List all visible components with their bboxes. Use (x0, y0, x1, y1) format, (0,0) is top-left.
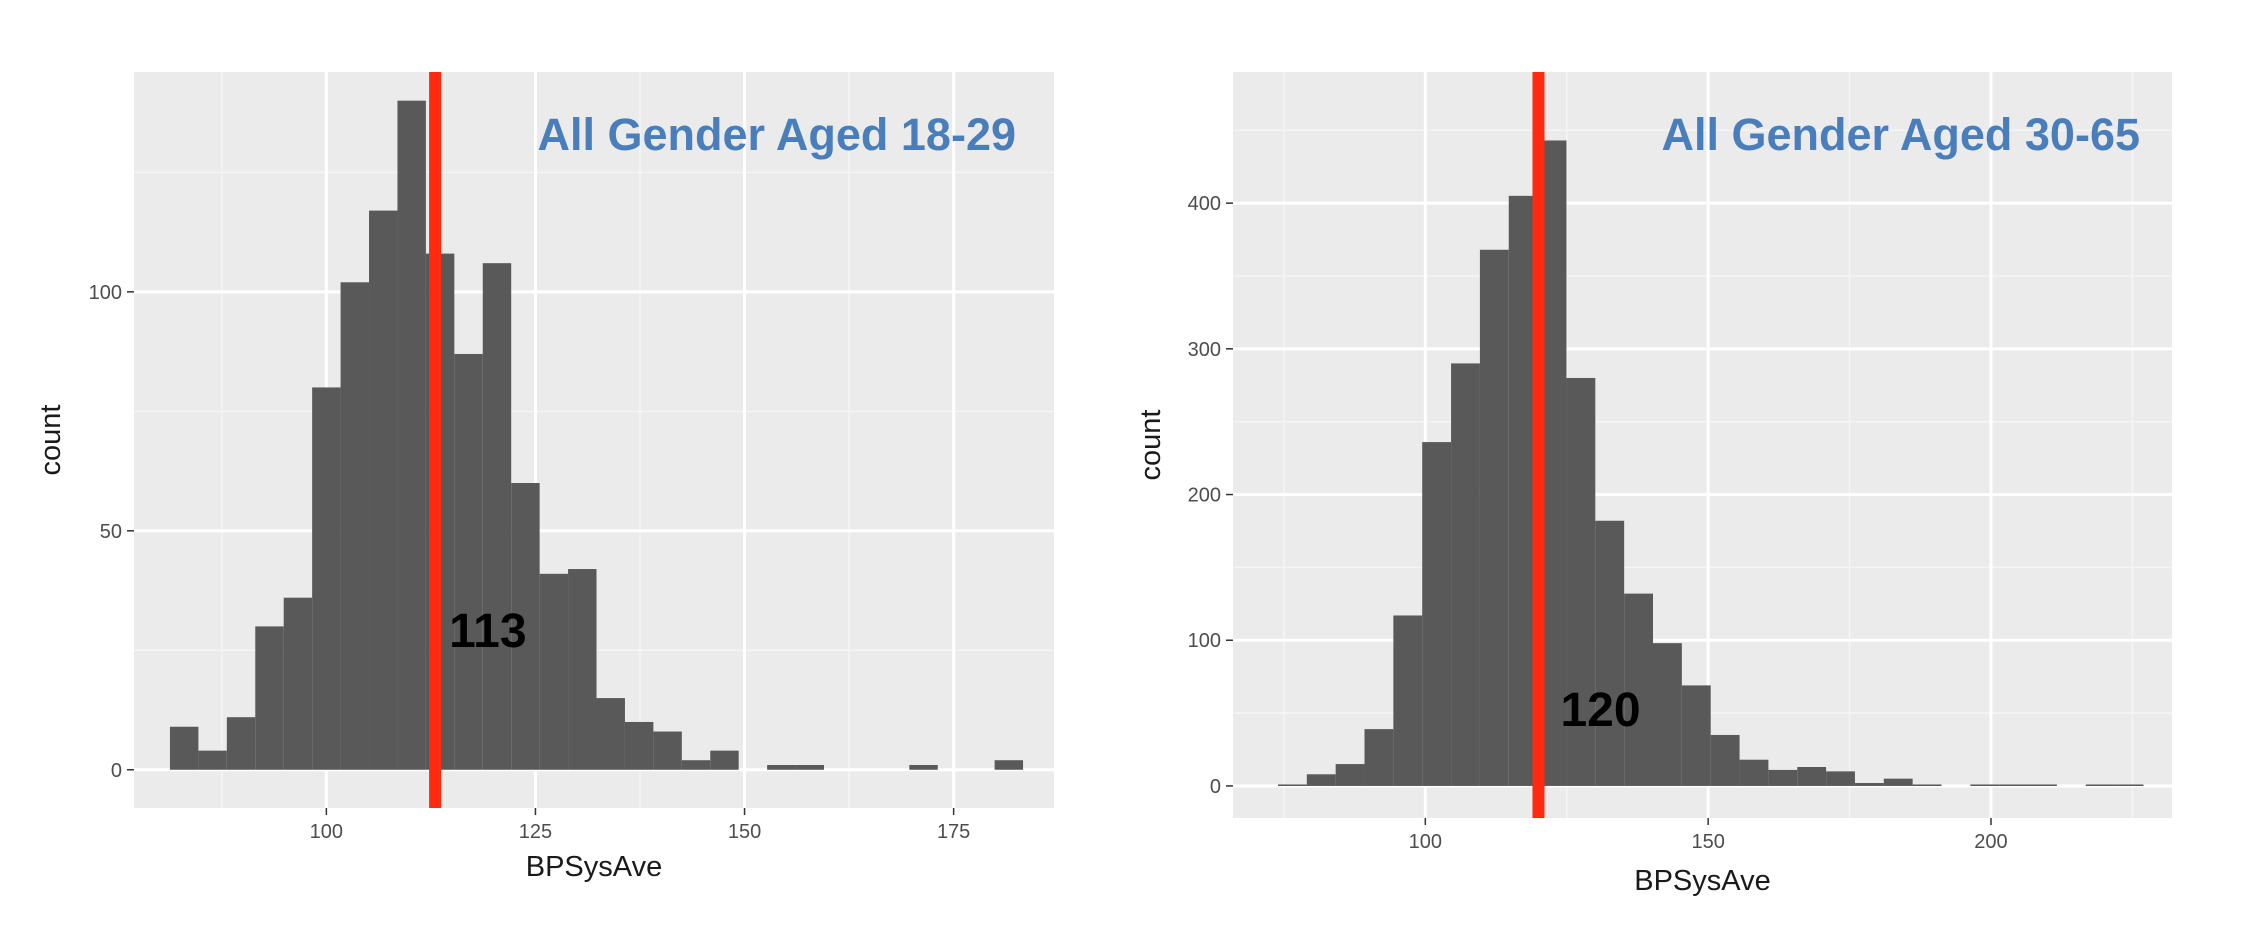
y-tick-label: 100 (1188, 630, 1221, 652)
histogram-panel-right: 120 All Gender Aged 30-65 100 150 200 0 100 200… (1135, 72, 2172, 897)
histogram-bar (312, 387, 341, 770)
histogram-bar (1883, 778, 1913, 786)
histogram-bar (2085, 784, 2115, 786)
histogram-bar (454, 353, 483, 770)
histogram-bar (1277, 784, 1307, 786)
histogram-bar (681, 760, 711, 770)
histogram-bar (1595, 520, 1625, 786)
x-axis-title: BPSysAve (1634, 865, 1770, 897)
histogram-bar (1306, 774, 1336, 786)
histogram-bar (795, 764, 824, 770)
histogram-bar (369, 210, 398, 770)
x-axis-title: BPSysAve (526, 851, 662, 883)
histogram-bar (2028, 784, 2057, 786)
mean-value-label: 113 (449, 605, 526, 658)
panel-title: All Gender Aged 18-29 (538, 109, 1016, 160)
histogram-bar (994, 760, 1024, 770)
histogram-bar (2114, 784, 2144, 786)
histogram-bar (1653, 643, 1682, 786)
histogram-bar (1479, 249, 1509, 786)
y-axis-title: count (1135, 410, 1167, 481)
histogram-bar (1710, 734, 1740, 786)
histogram-panel-left: 113 All Gender Aged 18-29 100 125 150 175 0 50 1… (35, 72, 1054, 883)
y-tick-label: 0 (111, 760, 122, 782)
mean-value-label: 120 (1560, 684, 1640, 737)
x-tick-label: 150 (1691, 831, 1724, 853)
histogram-bar (1912, 784, 1942, 786)
histogram-bar (1681, 685, 1711, 786)
y-tick-label: 300 (1188, 339, 1221, 361)
histogram-bar (198, 750, 227, 770)
y-axis-title: count (35, 405, 67, 476)
histogram-bar (1566, 377, 1596, 786)
y-tick-label: 200 (1188, 485, 1221, 507)
histogram-bar (1768, 769, 1798, 786)
histogram-bar (1393, 615, 1423, 786)
histogram-bar (1451, 363, 1480, 786)
histogram-bar (653, 731, 682, 770)
histogram-bar (1826, 771, 1855, 786)
x-tick-label: 150 (728, 821, 761, 843)
histogram-bar (539, 573, 569, 770)
y-tick-label: 0 (1210, 776, 1221, 798)
histogram-bar (511, 483, 540, 770)
histogram-bar (1364, 729, 1394, 786)
histogram-bar (1739, 759, 1769, 786)
histogram-bar (767, 764, 796, 770)
histogram-bar (568, 569, 597, 770)
histogram-bar (397, 100, 426, 770)
histogram-bar (1797, 767, 1827, 786)
x-tick-label: 125 (519, 821, 552, 843)
x-tick-label: 100 (310, 821, 343, 843)
histogram-bar (1999, 784, 2029, 786)
x-tick-label: 100 (1409, 831, 1442, 853)
histogram-bar (1624, 593, 1654, 786)
histogram-bar (710, 750, 739, 770)
histogram-bar (624, 721, 654, 770)
histogram-bar (1335, 764, 1365, 786)
y-tick-label: 50 (100, 521, 122, 543)
histogram-bar (1422, 442, 1452, 786)
x-tick-label: 175 (937, 821, 970, 843)
histogram-bar (226, 717, 256, 770)
x-tick-label: 200 (1974, 831, 2007, 853)
histogram-bar (1854, 783, 1884, 786)
histogram-bar (169, 726, 199, 770)
histogram-bar (1970, 784, 2000, 786)
histogram-bar (909, 764, 938, 770)
histogram-bar (482, 263, 512, 770)
y-tick-label: 100 (89, 282, 122, 304)
panel-title: All Gender Aged 30-65 (1662, 109, 2140, 160)
y-tick-label: 400 (1188, 193, 1221, 215)
histogram-bar (596, 698, 625, 770)
histogram-bar (255, 626, 284, 770)
histogram-bar (283, 597, 313, 770)
histogram-bar (340, 282, 370, 770)
